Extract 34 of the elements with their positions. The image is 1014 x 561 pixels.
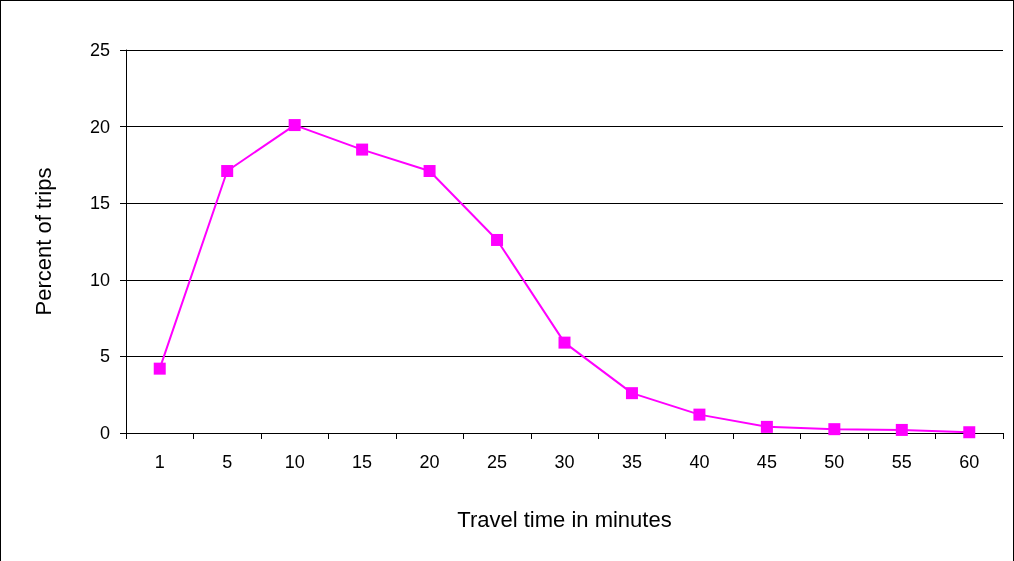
point: [153, 362, 166, 375]
x-tick-label: 55: [891, 452, 912, 472]
point: [558, 336, 571, 349]
point: [423, 165, 436, 178]
x-tick-label: 20: [419, 452, 440, 472]
point: [625, 387, 638, 400]
point: [356, 143, 369, 156]
point: [828, 423, 841, 436]
point: [760, 420, 773, 433]
point: [221, 165, 234, 178]
x-tick-label: 5: [222, 452, 233, 472]
x-tick-label: 1: [154, 452, 165, 472]
y-tick-label: 20: [89, 116, 110, 137]
point: [963, 426, 976, 439]
point: [288, 119, 301, 132]
x-tick-label: 30: [554, 452, 575, 472]
y-tick-label: 10: [89, 269, 110, 290]
x-tick-label: 35: [621, 452, 642, 472]
y-axis-title: Percent of trips: [30, 167, 56, 316]
x-tick-label: 10: [284, 452, 305, 472]
y-tick-label: 25: [89, 40, 110, 60]
x-tick-label: 25: [487, 452, 508, 472]
point: [693, 408, 706, 421]
x-tick-label: 60: [959, 452, 980, 472]
y-tick-label: 5: [99, 346, 110, 367]
x-tick-label: 50: [824, 452, 845, 472]
point: [895, 423, 908, 436]
y-tick-label: 0: [99, 423, 110, 443]
x-tick-label: 15: [352, 452, 373, 472]
x-tick-label: 40: [689, 452, 710, 472]
y-tick-label: 15: [89, 193, 110, 214]
x-tick-label: 45: [756, 452, 777, 472]
point: [491, 233, 504, 246]
x-axis-title: Travel time in minutes: [457, 506, 672, 532]
